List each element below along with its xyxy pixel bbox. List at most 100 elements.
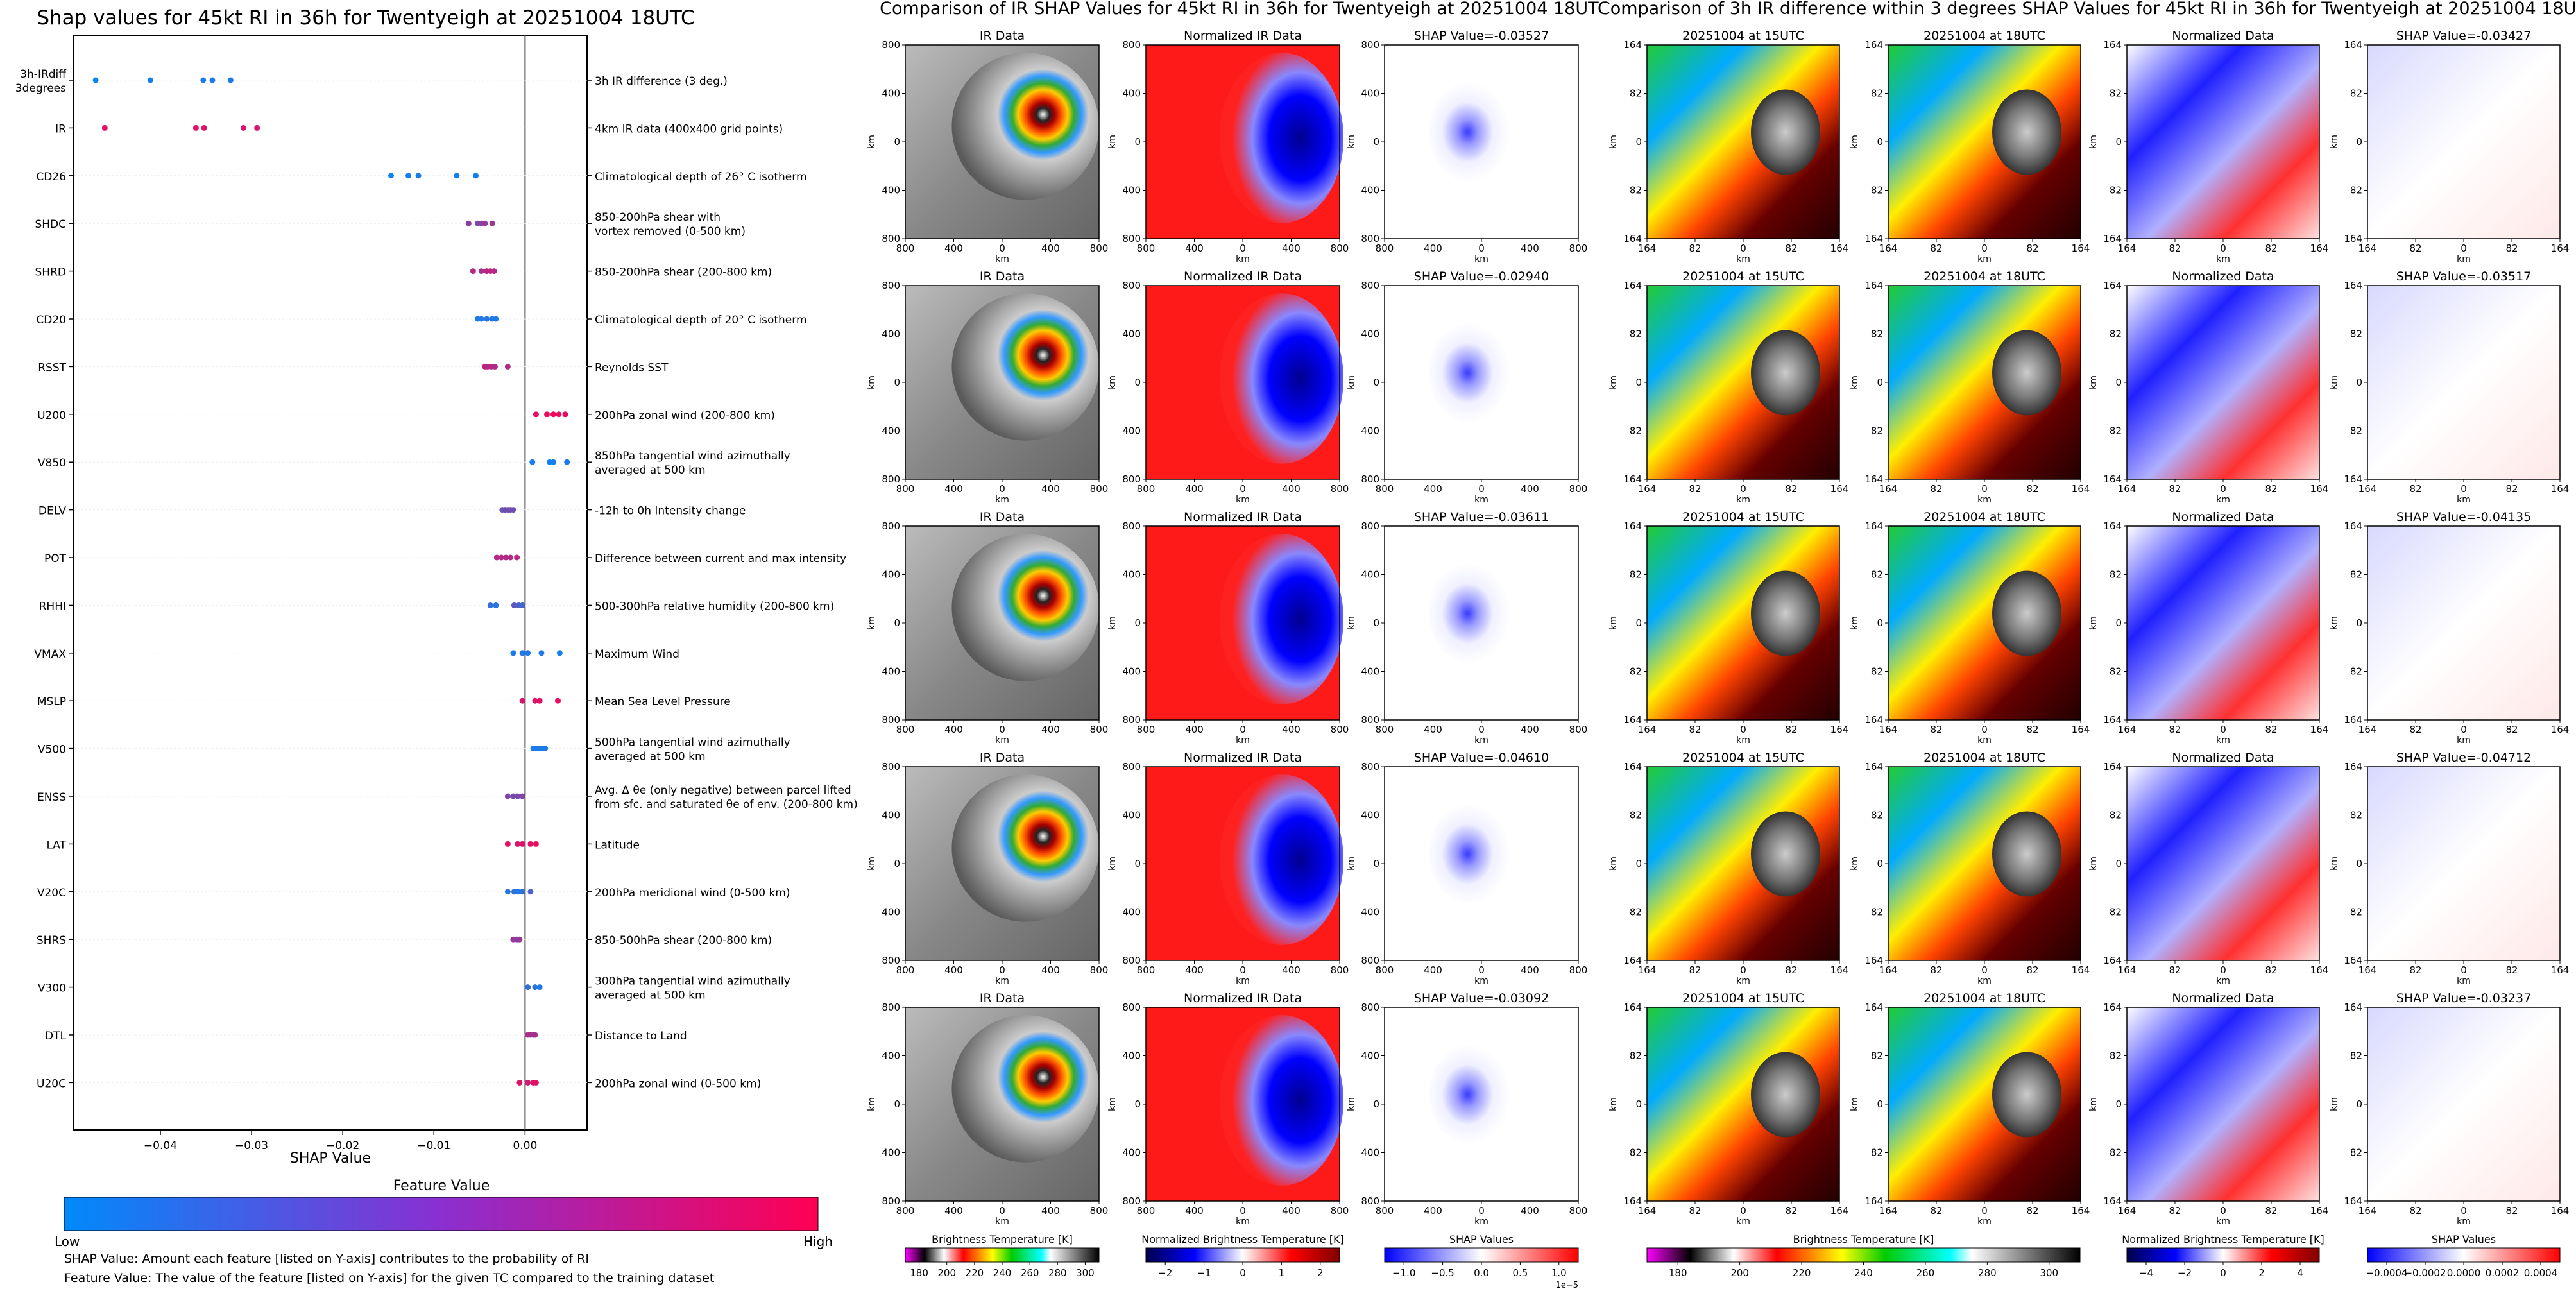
shap-point	[519, 650, 525, 656]
y-tick-label: 82	[1630, 569, 1642, 581]
y-tick-label: 0	[1373, 617, 1379, 629]
diff-row: 20251004 at 15UTC1641648282008282164164k…	[1608, 751, 2569, 986]
colorbar-tick-label: 200	[1730, 1267, 1749, 1279]
y-tick-label: 800	[882, 520, 900, 532]
shap-point	[482, 220, 488, 226]
y-tick-label: 164	[1864, 280, 1883, 291]
y-tick-label: 82	[1871, 666, 1883, 678]
y-tick-label: 0	[894, 858, 900, 869]
x-tick-label: 82	[2169, 483, 2181, 495]
x-tick-label: 800	[1090, 1205, 1109, 1216]
x-tick-label: 82	[2409, 483, 2421, 495]
feature-code-label: RSST	[38, 361, 66, 374]
shap-point	[508, 554, 514, 561]
feature-code-label: LAT	[46, 839, 66, 851]
shap-point	[465, 220, 472, 226]
colorbar-tick-label: 220	[1793, 1267, 1811, 1279]
x-tick-label: 400	[1282, 964, 1301, 976]
colorbar	[1384, 1247, 1579, 1263]
normalized-ir-title: Normalized IR Data	[1184, 510, 1302, 524]
diff-normalized-image	[2127, 45, 2319, 239]
y-tick-label: 0	[1635, 617, 1642, 629]
x-tick-label: 164	[2072, 964, 2090, 976]
diff-colorbars: Brightness Temperature [K]180 200 220 240 26…	[1646, 1233, 2561, 1279]
y-tick-label: 82	[1871, 1147, 1883, 1159]
x-tick-label: 0	[999, 243, 1005, 254]
x-tick-label: 164	[1830, 483, 1849, 495]
colorbar	[905, 1247, 1100, 1263]
colorbar-tick-label: 1	[1279, 1267, 1285, 1279]
y-tick-label: 164	[1864, 474, 1883, 485]
colorbar-tick-label: 280	[1978, 1267, 1997, 1279]
y-tick-label: 164	[2344, 520, 2362, 532]
colorbar-tick-label: 300	[1076, 1267, 1095, 1279]
diff-shap-image	[2367, 45, 2560, 239]
x-tick-label: 164	[2118, 964, 2137, 976]
y-tick-label: 800	[882, 233, 900, 244]
shap-point	[525, 650, 531, 656]
x-tick-label: 800	[896, 483, 915, 495]
shap-point	[515, 841, 521, 847]
x-axis-label: km	[995, 495, 1009, 505]
feature-description-label: Mean Sea Level Pressure	[595, 696, 731, 708]
ir-diff-shap-grid: Comparison of 3h IR difference within 3 …	[1604, 0, 2576, 1279]
shap-point	[515, 889, 521, 895]
x-tick-label: 400	[944, 964, 963, 976]
diff-normalized-image	[2127, 1007, 2319, 1201]
colorbar-tick-label: 240	[1854, 1267, 1873, 1279]
diff-core	[1992, 811, 2061, 897]
x-tick-label: 82	[1930, 243, 1942, 254]
y-tick-label: 400	[882, 88, 900, 99]
shap-point	[209, 77, 216, 83]
x-tick-label: 82	[2169, 724, 2181, 735]
y-tick-label: 800	[1361, 714, 1379, 726]
x-tick-label: 800	[1137, 483, 1156, 495]
x-tick-label: 800	[1090, 483, 1109, 495]
x-axis-label: km	[1736, 735, 1750, 746]
x-tick-label: 400	[1282, 1205, 1301, 1216]
x-tick-label: 82	[2505, 724, 2518, 735]
y-tick-label: 400	[1361, 329, 1379, 340]
x-tick-label: 164	[2551, 1205, 2570, 1216]
x-tick-label: 0	[1478, 964, 1485, 976]
y-tick-label: 400	[882, 329, 900, 340]
x-axis-label: km	[1474, 254, 1488, 264]
y-tick-label: 0	[1635, 1098, 1642, 1110]
x-tick-label: 0	[2461, 243, 2467, 254]
shap-point	[101, 124, 108, 131]
y-axis-label: km	[1346, 135, 1356, 149]
y-tick-label: 800	[1122, 520, 1141, 532]
shap-xtick-label: −0.02	[326, 1140, 359, 1152]
ir-shap-title: SHAP Value=-0.04610	[1414, 751, 1549, 765]
shap-point	[504, 363, 511, 370]
feature-description-label: 850-200hPa shear with vortex removed (0-5…	[595, 211, 746, 238]
y-tick-label: 82	[1630, 810, 1642, 821]
normalized-ir-title: Normalized IR Data	[1184, 29, 1302, 43]
x-tick-label: 400	[1185, 964, 1204, 976]
x-tick-label: 82	[1689, 1205, 1701, 1216]
y-tick-label: 800	[882, 761, 900, 773]
shap-point	[473, 173, 479, 179]
ir-shap-title: SHAP Value=-0.03611	[1414, 510, 1549, 524]
diff-normalized-title: Normalized Data	[2172, 269, 2274, 284]
x-tick-label: 400	[1041, 964, 1060, 976]
y-tick-label: 164	[2344, 1195, 2362, 1207]
feature-description-label: 200hPa meridional wind (0-500 km)	[595, 887, 790, 900]
x-tick-label: 800	[1569, 964, 1588, 976]
diff-time-title: 20251004 at 15UTC	[1682, 510, 1804, 524]
colorbar-tick-label: 240	[993, 1267, 1012, 1279]
shap-point	[510, 793, 516, 799]
feature-code-label: RHHI	[39, 600, 66, 613]
x-tick-label: 164	[2118, 724, 2137, 735]
ir-row: IR Data80080040040000400400800800kmkmNor…	[867, 510, 1587, 746]
x-tick-label: 800	[1569, 483, 1588, 495]
diff-time-title: 20251004 at 18UTC	[1923, 510, 2045, 524]
y-tick-label: 800	[1361, 761, 1379, 773]
diff-shap-title: SHAP Value=-0.04712	[2396, 751, 2531, 765]
y-tick-label: 800	[882, 39, 900, 51]
shap-point	[405, 173, 411, 179]
y-tick-label: 400	[882, 1147, 900, 1159]
y-tick-label: 800	[1361, 1002, 1379, 1013]
y-axis-label: km	[867, 135, 877, 149]
shap-point	[493, 554, 500, 561]
